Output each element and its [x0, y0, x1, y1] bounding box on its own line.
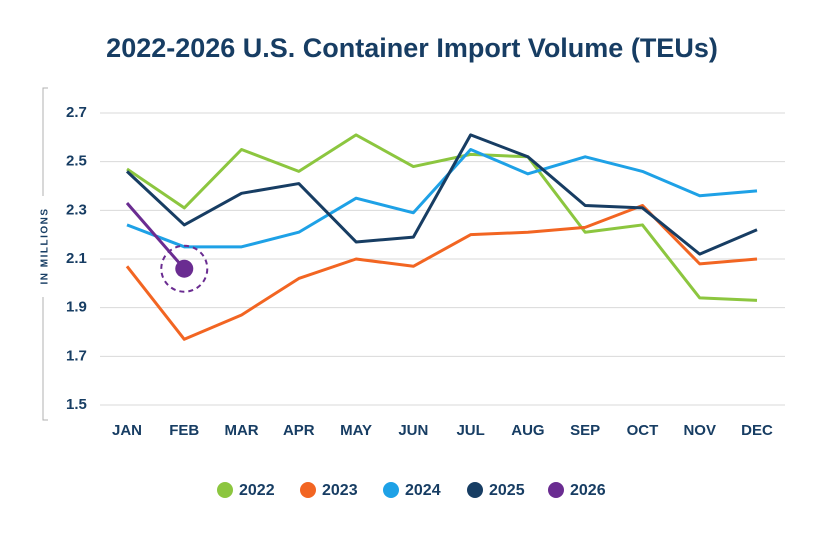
x-tick-label: JAN [112, 422, 142, 439]
highlight-ring [160, 244, 209, 293]
chart-title: 2022-2026 U.S. Container Import Volume (… [106, 33, 718, 63]
y-tick-label: 2.1 [66, 250, 87, 267]
x-tick-label: SEP [570, 422, 600, 439]
x-tick-label: APR [283, 422, 315, 439]
line-series [126, 148, 758, 249]
legend-swatch [217, 482, 233, 498]
x-tick-label: JUL [456, 422, 484, 439]
legend-swatch [548, 482, 564, 498]
x-tick-label: DEC [741, 422, 773, 439]
x-tick-label: FEB [169, 422, 199, 439]
legend-swatch [383, 482, 399, 498]
y-tick-label: 1.9 [66, 299, 87, 316]
line-series [126, 133, 758, 302]
x-tick-label: MAY [340, 422, 372, 439]
x-tick-label: NOV [683, 422, 716, 439]
x-tick-label: JUN [398, 422, 428, 439]
line-series [125, 202, 186, 270]
legend-label: 2025 [489, 482, 525, 499]
legend-swatch [300, 482, 316, 498]
x-tick-label: AUG [511, 422, 544, 439]
x-tick-label: MAR [224, 422, 258, 439]
y-tick-label: 2.3 [66, 201, 87, 218]
legend-swatch [467, 482, 483, 498]
legend-label: 2026 [570, 482, 606, 499]
legend-label: 2023 [322, 482, 358, 499]
y-tick-label: 2.7 [66, 104, 87, 121]
y-axis-label: IN MILLIONS [40, 207, 51, 284]
legend-label: 2024 [405, 482, 441, 499]
y-tick-label: 1.7 [66, 347, 87, 364]
point [175, 259, 194, 278]
legend-label: 2022 [239, 482, 275, 499]
y-tick-label: 1.5 [66, 396, 87, 413]
line-series [125, 133, 758, 256]
y-tick-label: 2.5 [66, 153, 87, 170]
axis-bracket [42, 87, 48, 421]
x-tick-label: OCT [627, 422, 659, 439]
